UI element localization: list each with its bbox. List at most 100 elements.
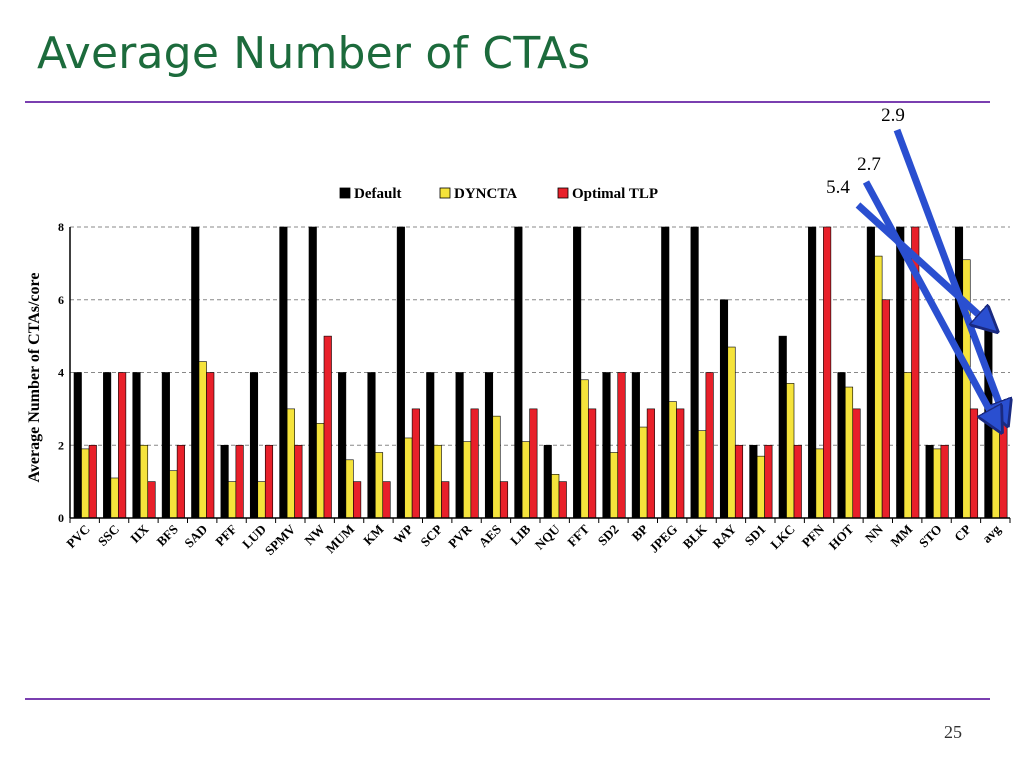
bar-default-bfs xyxy=(161,372,170,519)
bar-optimal-tlp-lkc xyxy=(793,444,802,519)
bar-default-pvc xyxy=(73,372,82,519)
bar-optimal-tlp-pvc xyxy=(88,444,97,519)
y-tick-label: 2 xyxy=(58,438,64,452)
bar-dyncta-km xyxy=(374,452,384,519)
bar-optimal-tlp-spmv xyxy=(294,444,303,519)
bar-dyncta-lkc xyxy=(786,383,795,519)
bar-optimal-tlp-scp xyxy=(441,481,450,519)
bar-dyncta-scp xyxy=(433,444,442,519)
bar-dyncta-pvc xyxy=(81,448,90,519)
x-tick-label: IIX xyxy=(127,521,152,546)
y-axis-label: Average Number of CTAs/core xyxy=(26,273,43,483)
slide-title: Average Number of CTAs xyxy=(37,28,591,79)
x-tick-label: MM xyxy=(887,522,915,550)
bar-default-mum xyxy=(338,372,347,519)
y-tick-label: 4 xyxy=(58,366,64,380)
bar-optimal-tlp-sd2 xyxy=(617,372,626,519)
bar-default-nn xyxy=(866,226,875,519)
bar-optimal-tlp-nn xyxy=(881,299,890,519)
bar-default-wp xyxy=(396,226,405,519)
bar-dyncta-pff xyxy=(228,481,237,519)
annotation-arrow xyxy=(893,128,1003,415)
bar-dyncta-sad xyxy=(198,361,207,519)
annotation-label: 2.7 xyxy=(857,154,881,175)
x-tick-label: HOT xyxy=(826,521,857,552)
x-tick-label: SPMV xyxy=(262,521,299,558)
bar-dyncta-nw xyxy=(316,423,325,519)
bar-dyncta-spmv xyxy=(286,408,295,519)
bar-default-pfn xyxy=(808,226,817,519)
annotation-arrow xyxy=(855,202,988,324)
y-tick-label: 0 xyxy=(58,511,64,525)
bar-dyncta-ssc xyxy=(110,477,119,519)
x-tick-label: PVR xyxy=(445,521,475,551)
bar-default-nw xyxy=(308,226,317,519)
x-tick-label: KM xyxy=(360,522,386,548)
bar-optimal-tlp-nqu xyxy=(558,481,567,519)
x-tick-label: PFF xyxy=(212,521,239,548)
y-tick-label: 6 xyxy=(58,293,64,307)
bar-series xyxy=(73,226,1008,519)
bar-optimal-tlp-jpeg xyxy=(676,408,685,519)
bar-optimal-tlp-ssc xyxy=(118,372,127,519)
bar-default-lkc xyxy=(778,335,787,519)
bar-optimal-tlp-ray xyxy=(734,444,744,519)
legend-swatch-default xyxy=(339,187,351,199)
x-tick-label: SSC xyxy=(95,522,122,549)
legend-swatch-optimal-tlp xyxy=(557,187,569,199)
top-divider xyxy=(25,101,990,103)
x-tick-label: LIB xyxy=(507,521,534,548)
bar-default-jpeg xyxy=(661,226,670,519)
bar-default-pff xyxy=(220,444,229,519)
x-tick-label: LKC xyxy=(767,522,798,553)
bar-default-hot xyxy=(837,372,846,519)
x-tick-label: SAD xyxy=(181,522,210,551)
bar-default-km xyxy=(367,372,376,519)
x-tick-label: BFS xyxy=(153,522,180,549)
bar-default-mm xyxy=(896,226,905,519)
annotation-label: 2.9 xyxy=(881,105,905,126)
bar-optimal-tlp-iix xyxy=(147,481,156,519)
bar-optimal-tlp-cp xyxy=(969,408,979,519)
page-number: 25 xyxy=(944,722,962,742)
bar-default-lib xyxy=(514,226,523,519)
bar-optimal-tlp-hot xyxy=(852,408,861,519)
x-tick-label: PVC xyxy=(63,522,92,551)
bar-dyncta-nn xyxy=(874,255,883,519)
bar-dyncta-mum xyxy=(345,459,354,519)
bar-dyncta-fft xyxy=(580,379,589,519)
bar-default-sd2 xyxy=(602,372,611,519)
bar-dyncta-wp xyxy=(404,437,413,519)
bar-optimal-tlp-bfs xyxy=(176,444,185,519)
bar-optimal-tlp-aes xyxy=(499,481,509,519)
legend-label-dyncta: DYNCTA xyxy=(454,186,517,202)
bottom-divider xyxy=(25,698,990,700)
bar-optimal-tlp-pvr xyxy=(470,408,479,519)
bar-dyncta-hot xyxy=(844,386,854,519)
x-tick-label: avg xyxy=(979,521,1004,546)
bar-optimal-tlp-bp xyxy=(646,408,655,519)
x-tick-label: BLK xyxy=(680,521,711,552)
axes xyxy=(69,227,1011,523)
x-tick-label: MUM xyxy=(323,522,358,557)
x-tick-label: WP xyxy=(391,521,416,546)
bar-default-sto xyxy=(925,444,934,519)
bar-dyncta-mm xyxy=(903,372,912,519)
bar-dyncta-sto xyxy=(933,448,942,519)
bar-default-bp xyxy=(631,372,640,519)
bar-default-fft xyxy=(573,226,582,519)
bar-dyncta-lud xyxy=(257,481,266,519)
bar-default-iix xyxy=(132,372,141,519)
bar-optimal-tlp-wp xyxy=(411,408,420,519)
bar-dyncta-avg xyxy=(991,419,1000,519)
x-tick-label: SD2 xyxy=(595,522,622,549)
bar-default-pvr xyxy=(455,372,464,519)
bar-optimal-tlp-sd1 xyxy=(764,444,773,519)
bar-dyncta-iix xyxy=(139,444,149,519)
bar-optimal-tlp-pff xyxy=(235,444,244,519)
bar-optimal-tlp-km xyxy=(382,481,391,519)
x-tick-label: JPEG xyxy=(646,522,680,556)
bar-default-sad xyxy=(191,226,200,519)
bar-default-ray xyxy=(719,299,729,519)
y-tick-labels: 0 2 4 6 8 xyxy=(58,220,64,525)
